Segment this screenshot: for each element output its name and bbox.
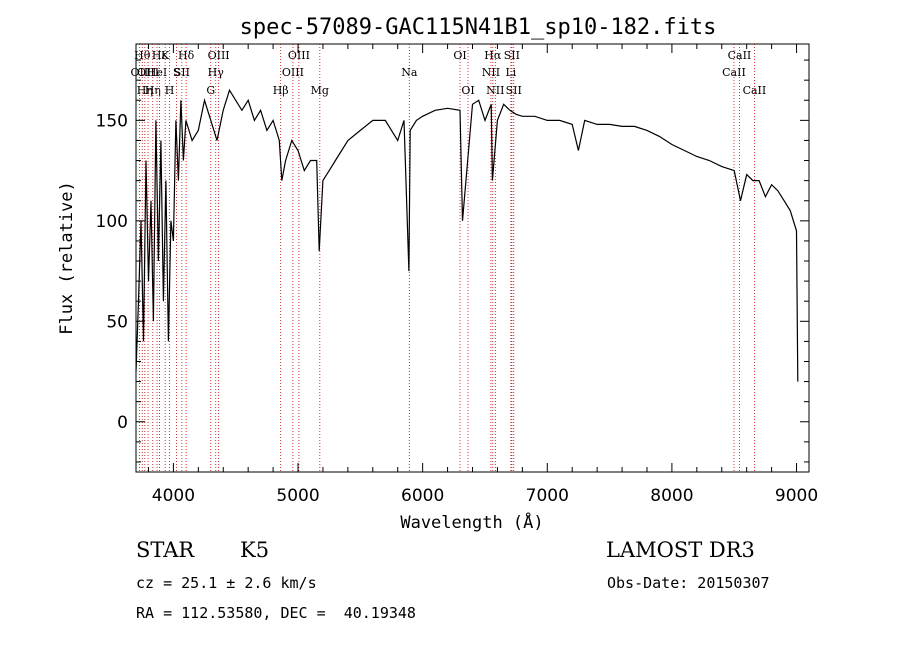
y-axis-ticks: 0 50 100 150 [96,59,809,463]
ra-dec-coordinates: RA = 112.53580, DEC = 40.19348 [136,604,416,622]
emission-line-label: CaII [722,66,746,79]
emission-line-label: Hθ [134,49,151,62]
emission-line-label: Hη [137,84,153,97]
emission-line-label: SII [174,66,190,79]
x-tick-label: 6000 [401,486,444,506]
emission-line-label: Hβ [273,84,289,97]
emission-line-label: CaII [728,49,752,62]
emission-line-label: G [206,84,215,97]
x-tick-label: 4000 [152,486,195,506]
chart-title: spec-57089-GAC115N41B1_sp10-182.fits [240,15,717,40]
survey-name: LAMOST DR3 [606,538,755,562]
y-tick-label: 150 [96,111,128,131]
emission-line-label: Mg [311,84,329,97]
emission-line-label: Li [505,66,516,79]
y-tick-label: 0 [117,413,128,433]
emission-line-label: SII [504,49,520,62]
emission-line-markers: OIIHθHηOIIIHηHeIHεKHSSIIHδGHγOIIIHβOIIIO… [131,44,767,472]
emission-line-label: OIII [282,66,304,79]
emission-line-label: S [173,66,181,79]
emission-line-label: NII [486,84,504,97]
x-axis-label: Wavelength (Å) [400,511,543,533]
emission-line-label: CaII [743,84,767,97]
emission-line-label: H [165,84,175,97]
y-tick-label: 100 [96,212,128,232]
emission-line-label: SII [506,84,522,97]
spectrum-line [135,88,799,382]
emission-line-label: OIII [208,49,230,62]
emission-line-label: Hα [484,49,502,62]
y-axis-label: Flux (relative) [57,181,77,335]
emission-line-label: K [161,49,170,62]
emission-line-label: NII [482,66,500,79]
x-tick-label: 8000 [650,486,693,506]
emission-line-label: Hη [145,84,161,97]
redshift-cz: cz = 25.1 ± 2.6 km/s [136,574,317,592]
emission-line-label: OI [453,49,466,62]
y-tick-label: 50 [106,312,128,332]
emission-line-label: HeI [147,66,167,79]
object-subclass: K5 [240,538,270,562]
emission-line-label: Hγ [208,66,225,79]
x-axis-ticks: 4000 5000 6000 7000 8000 9000 [147,44,818,506]
observation-date: Obs-Date: 20150307 [607,574,770,592]
emission-line-label: OI [461,84,474,97]
x-tick-label: 5000 [276,486,319,506]
emission-line-label: Hδ [178,49,195,62]
emission-line-label: OII [131,66,149,79]
x-tick-label: 7000 [526,486,569,506]
spectrum-chart: spec-57089-GAC115N41B1_sp10-182.fits OII… [57,15,818,533]
object-class: STAR [136,538,195,562]
emission-line-label: OIII [288,49,310,62]
x-tick-label: 9000 [775,486,818,506]
emission-line-label: Na [401,66,418,79]
emission-line-label: Hε [152,49,168,62]
emission-line-label: OIII [137,66,159,79]
